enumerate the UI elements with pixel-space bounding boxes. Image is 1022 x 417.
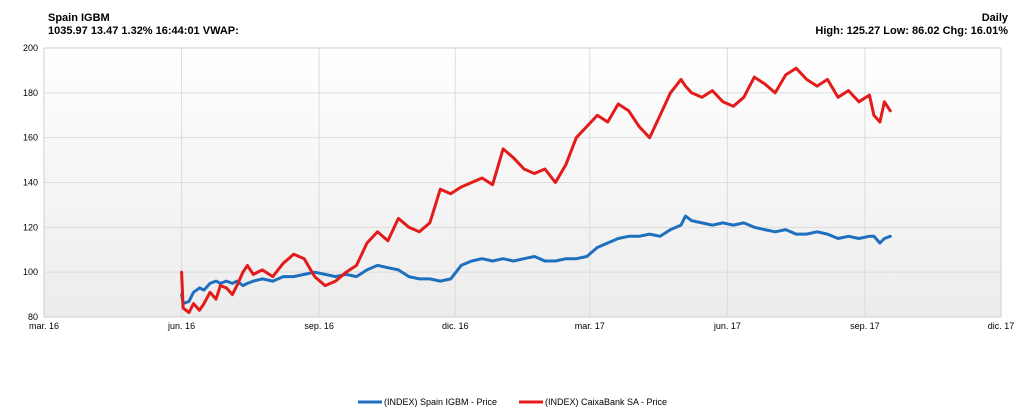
y-tick-label: 180	[23, 88, 38, 98]
series-line-caixabank	[180, 66, 892, 314]
series-line-spain-igbm	[180, 214, 892, 306]
series-lines	[180, 66, 892, 314]
y-tick-label: 80	[28, 312, 38, 322]
x-tick-label: sep. 17	[850, 321, 880, 331]
x-tick-label: sep. 16	[304, 321, 334, 331]
legend-label: (INDEX) Spain IGBM - Price	[384, 397, 497, 407]
x-tick-label: mar. 17	[575, 321, 605, 331]
y-tick-label: 120	[23, 222, 38, 232]
quote-line: 1035.97 13.47 1.32% 16:44:01 VWAP:	[48, 25, 239, 37]
y-tick-label: 200	[23, 43, 38, 53]
legend-label: (INDEX) CaixaBank SA - Price	[545, 397, 667, 407]
x-tick-label: dic. 17	[988, 321, 1015, 331]
chart-header-left: Spain IGBM 1035.97 13.47 1.32% 16:44:01 …	[48, 12, 239, 38]
stats-line: High: 125.27 Low: 86.02 Chg: 16.01%	[815, 25, 1008, 37]
y-tick-label: 160	[23, 133, 38, 143]
x-tick-label: jun. 16	[167, 321, 195, 331]
x-tick-label: jun. 17	[713, 321, 741, 331]
y-tick-label: 100	[23, 267, 38, 277]
x-axis-ticks: mar. 16 jun. 16 sep. 16 dic. 16 mar. 17 jun. …	[29, 321, 1014, 331]
y-tick-label: 140	[23, 178, 38, 188]
x-tick-label: dic. 16	[442, 321, 469, 331]
y-axis-ticks: 80 100 120 140 160 180 200	[23, 43, 38, 322]
chart-title: Spain IGBM	[48, 12, 110, 24]
x-tick-label: mar. 16	[29, 321, 59, 331]
grid-lines	[44, 48, 1001, 317]
interval-label: Daily	[981, 12, 1008, 24]
legend: (INDEX) Spain IGBM - Price (INDEX) CaixaB…	[358, 397, 667, 407]
chart-header-right: Daily High: 125.27 Low: 86.02 Chg: 16.01…	[815, 12, 1008, 38]
